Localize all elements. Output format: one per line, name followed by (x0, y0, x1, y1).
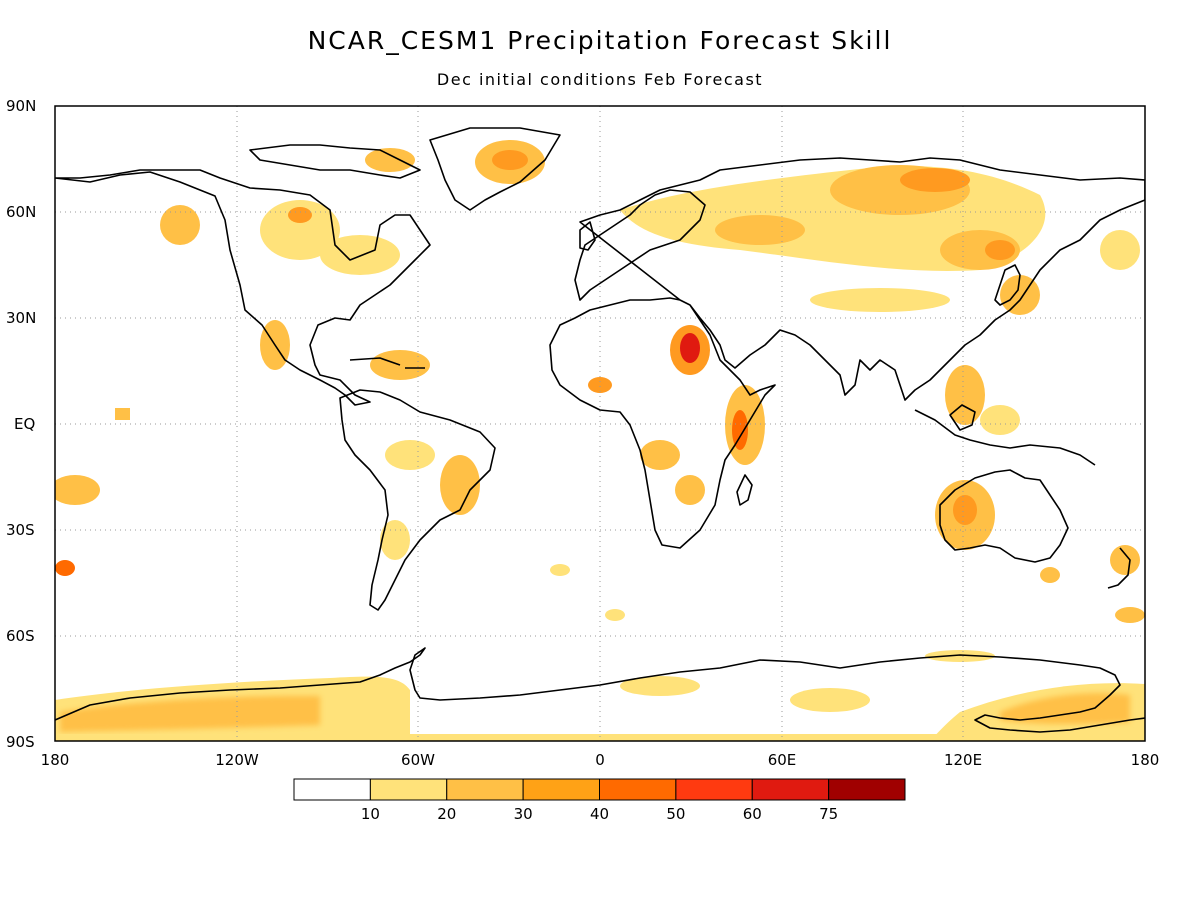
colorbar-swatch (828, 778, 906, 801)
y-label-eq: EQ (14, 415, 35, 433)
colorbar-label: 60 (743, 805, 762, 823)
colorbar-swatch (369, 778, 448, 801)
coast-arctic-islands (249, 144, 421, 179)
skill-patch-pacific-a (115, 408, 130, 420)
skill-patch-australia-core (953, 495, 977, 525)
colorbar-label: 10 (361, 805, 380, 823)
colorbar-swatch (675, 778, 753, 801)
colorbar-label: 40 (590, 805, 609, 823)
skill-patch-brazil (440, 455, 480, 515)
skill-patch-antarctica-mid-c (925, 650, 995, 662)
coast-uk (579, 221, 596, 251)
coast-south-america (339, 389, 496, 611)
skill-patch-mongolia (985, 240, 1015, 260)
skill-patch-amazon (385, 440, 435, 470)
x-label-180w: 180 (41, 751, 70, 769)
x-label-120w: 120W (215, 751, 259, 769)
x-label-120e: 120E (944, 751, 982, 769)
coast-madagascar (736, 474, 753, 506)
skill-patch-pacific-b (55, 475, 100, 505)
skill-patch-canada (260, 200, 340, 260)
colorbar-swatch (446, 778, 524, 801)
skill-patch-hudson (320, 235, 400, 275)
skill-patch-tasmania (1040, 567, 1060, 583)
skill-patch-patagonia (380, 520, 410, 560)
skill-patch-siberia-core (900, 168, 970, 192)
skill-patch-south-atlantic-b (605, 609, 625, 621)
colorbar-swatch (751, 778, 830, 801)
coast-cuba (349, 357, 401, 366)
skill-patch-antarctica-mid-a (620, 676, 700, 696)
y-label-60n: 60N (6, 203, 36, 221)
colorbar-label: 50 (666, 805, 685, 823)
x-label-60w: 60W (401, 751, 435, 769)
colorbar-label: 20 (437, 805, 456, 823)
map-subtitle: Dec initial conditions Feb Forecast (436, 70, 764, 89)
skill-patch-antarctica-east-core (1000, 693, 1130, 725)
skill-patch-siberia-east (1100, 230, 1140, 270)
colorbar-label: 75 (819, 805, 838, 823)
skill-patch-south-ocean (1115, 607, 1145, 623)
y-label-30n: 30N (6, 309, 36, 327)
y-label-90s: 90S (6, 733, 35, 751)
skill-patch-south-atlantic-a (550, 564, 570, 576)
colorbar-swatch (599, 778, 677, 801)
coast-north-america (55, 169, 431, 406)
skill-patch-southern-africa (675, 475, 705, 505)
skill-patch-canada-core (288, 207, 312, 223)
y-label-30s: 30S (6, 521, 35, 539)
skill-patch-antarctica-mid-b (790, 688, 870, 712)
skill-patch-central-asia (715, 215, 805, 245)
skill-patch-china (810, 288, 950, 312)
skill-patch-central-africa (640, 440, 680, 470)
skill-patch-tasman-sea (1110, 545, 1140, 575)
skill-patch-greenland-core (492, 150, 528, 170)
colorbar-swatch (293, 778, 371, 801)
coast-eurasia-africa (549, 157, 1145, 549)
coast-scandinavia (574, 189, 706, 301)
x-axis: 180 120W 60W 0 60E 120E 180 (41, 751, 1160, 769)
skill-patch-arctic-canada (365, 148, 415, 172)
skill-band-bottom (55, 734, 1145, 741)
x-label-0: 0 (595, 751, 605, 769)
colorbar-label: 30 (514, 805, 533, 823)
skill-shading (55, 140, 1145, 741)
coast-antarctica (55, 647, 1145, 733)
coast-indonesia (914, 409, 1096, 466)
skill-patch-red-sea-core (680, 333, 700, 363)
y-label-90n: 90N (6, 97, 36, 115)
skill-patch-pacific-c (55, 560, 75, 576)
colorbar: 10 20 30 40 50 60 75 (293, 778, 906, 823)
skill-patch-indonesia (980, 405, 1020, 435)
graticule (55, 106, 1145, 741)
x-label-180e: 180 (1131, 751, 1160, 769)
skill-patch-east-africa-core (732, 410, 748, 450)
y-axis: 90N 60N 30N EQ 30S 60S 90S (6, 97, 36, 751)
map-title: NCAR_CESM1 Precipitation Forecast Skill (307, 26, 893, 55)
coast-new-zealand (1107, 547, 1131, 589)
coast-australia (939, 469, 1069, 563)
skill-patch-alaska (160, 205, 200, 245)
y-label-60s: 60S (6, 627, 35, 645)
skill-patch-antarctica-west-core (60, 695, 320, 732)
x-label-60e: 60E (768, 751, 797, 769)
coast-borneo (949, 404, 976, 431)
coastlines (55, 127, 1145, 733)
plot-frame (54, 105, 1146, 742)
coast-japan (994, 264, 1021, 306)
colorbar-swatch (522, 778, 600, 801)
skill-patch-sahel (588, 377, 612, 393)
coast-greenland (429, 127, 561, 211)
